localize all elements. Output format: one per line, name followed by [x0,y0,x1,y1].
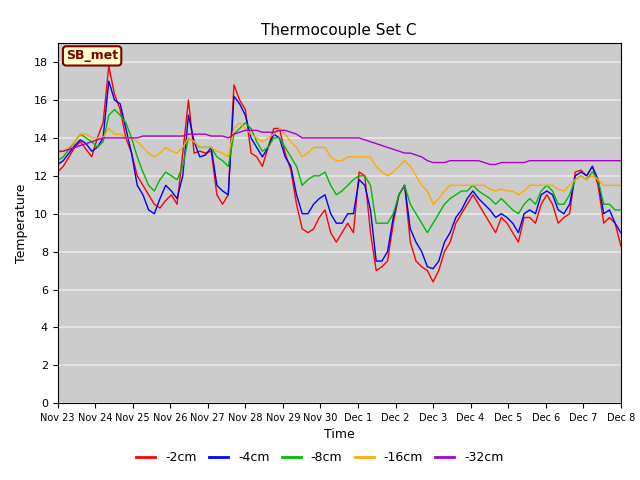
-16cm [395,164,403,169]
-8cm [395,192,403,198]
-2cm [395,192,403,198]
Line: -8cm: -8cm [58,109,621,233]
-32cm [600,158,607,164]
-16cm [349,154,357,160]
-16cm [617,182,625,188]
-16cm [162,144,170,150]
-32cm [349,135,357,141]
-4cm [617,230,625,236]
Line: -32cm: -32cm [58,131,621,165]
-32cm [241,128,249,133]
-2cm [105,63,113,69]
-16cm [429,202,437,207]
-16cm [583,177,591,182]
Line: -2cm: -2cm [58,66,621,282]
-16cm [184,135,192,141]
-32cm [184,131,192,137]
-32cm [162,133,170,139]
-16cm [54,150,61,156]
Legend: -2cm, -4cm, -8cm, -16cm, -32cm: -2cm, -4cm, -8cm, -16cm, -32cm [131,446,509,469]
-4cm [600,211,607,216]
-32cm [395,148,403,154]
-32cm [583,158,591,164]
-32cm [617,158,625,164]
-4cm [105,78,113,84]
Line: -16cm: -16cm [58,123,621,204]
-4cm [349,211,357,216]
Y-axis label: Temperature: Temperature [15,183,28,263]
Title: Thermocouple Set C: Thermocouple Set C [262,23,417,38]
-2cm [168,192,175,198]
-16cm [600,182,607,188]
-2cm [617,243,625,249]
-4cm [429,266,437,272]
-8cm [349,177,357,182]
Text: SB_met: SB_met [66,49,118,62]
-8cm [600,202,607,207]
-2cm [600,220,607,226]
-4cm [583,173,591,179]
-8cm [54,158,61,164]
-2cm [583,173,591,179]
-4cm [190,139,198,144]
-4cm [168,188,175,194]
-8cm [111,107,118,112]
-8cm [617,207,625,213]
-32cm [54,148,61,154]
-8cm [190,139,198,144]
-2cm [190,150,198,156]
-2cm [54,169,61,175]
-32cm [486,162,494,168]
-4cm [395,192,403,198]
-4cm [54,162,61,168]
Line: -4cm: -4cm [58,81,621,269]
-16cm [236,120,243,126]
-8cm [424,230,431,236]
-8cm [168,173,175,179]
-2cm [429,279,437,285]
X-axis label: Time: Time [324,429,355,442]
-2cm [349,230,357,236]
-8cm [583,177,591,182]
